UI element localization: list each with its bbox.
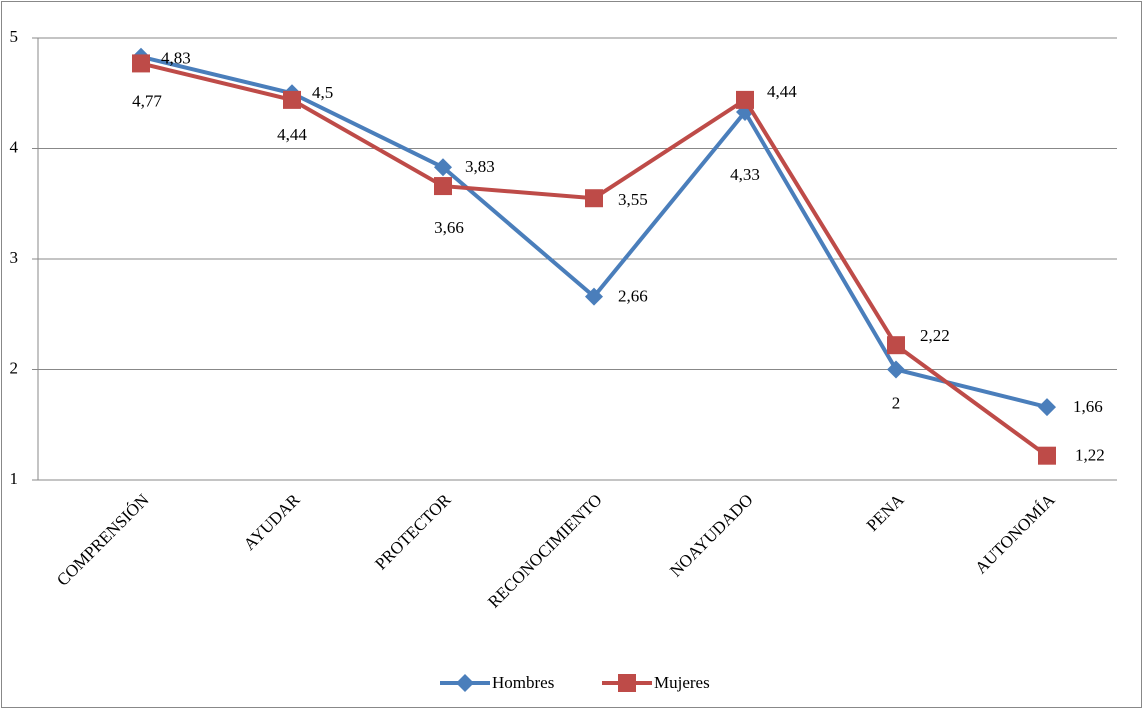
y-tick-label: 1 [10, 469, 19, 488]
data-label: 4,83 [161, 49, 191, 68]
data-label: 2 [892, 393, 901, 412]
data-point [434, 177, 452, 196]
data-label: 2,22 [920, 326, 950, 345]
data-label: 4,33 [730, 165, 760, 184]
data-point [887, 336, 905, 355]
data-label: 3,55 [618, 190, 648, 209]
data-label: 3,66 [434, 218, 464, 237]
data-point [1038, 398, 1056, 417]
data-label: 2,66 [618, 286, 648, 305]
series: 4,77 4,44 3,66 3,55 4,44 2,22 1,22 [132, 54, 1105, 465]
legend-marker [456, 674, 474, 692]
data-label: 1,22 [1075, 446, 1105, 465]
legend-label: Mujeres [654, 673, 710, 692]
data-label: 3,83 [465, 157, 495, 176]
legend-label: Hombres [492, 673, 554, 692]
y-tick-label: 3 [10, 248, 19, 267]
y-tick-label: 2 [10, 358, 19, 377]
data-label: 1,66 [1073, 397, 1103, 416]
data-point [132, 54, 150, 73]
data-point [1038, 446, 1056, 465]
data-point [283, 90, 301, 109]
y-tick-label: 4 [10, 137, 19, 156]
data-point [736, 90, 754, 109]
y-tick-label: 5 [10, 27, 19, 46]
data-point [585, 287, 603, 306]
data-label: 4,5 [312, 83, 333, 102]
data-point [585, 189, 603, 208]
data-label: 4,44 [767, 82, 797, 101]
data-point [434, 158, 452, 177]
data-label: 4,77 [132, 91, 162, 110]
data-label: 4,44 [277, 125, 307, 144]
data-point [887, 360, 905, 379]
legend-marker [618, 674, 636, 692]
